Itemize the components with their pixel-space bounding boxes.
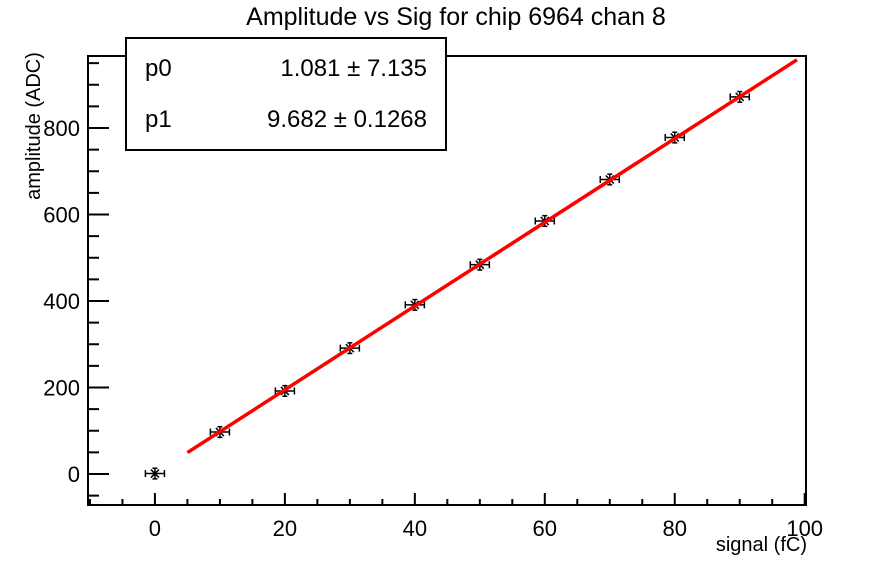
x-tick-label: 100 xyxy=(786,516,823,541)
fit-stats-box: p0 1.081 ± 7.135 p1 9.682 ± 0.1268 xyxy=(125,37,447,151)
data-point xyxy=(144,467,166,480)
x-axis-title: signal (fC) xyxy=(716,534,807,556)
y-tick-label: 0 xyxy=(68,462,80,487)
chart-title: Amplitude vs Sig for chip 6964 chan 8 xyxy=(246,3,666,31)
fit-line xyxy=(186,58,798,455)
x-tick-label: 40 xyxy=(403,516,427,541)
x-tick-label: 80 xyxy=(663,516,687,541)
y-tick-label: 600 xyxy=(43,203,80,228)
data-point-line xyxy=(150,469,160,479)
param-p0-name: p0 xyxy=(145,54,172,82)
stats-row-p0: p0 1.081 ± 7.135 xyxy=(145,55,427,83)
y-axis-title: amplitude (ADC) xyxy=(23,52,45,200)
param-p0-value: 1.081 ± 7.135 xyxy=(280,54,427,82)
param-p1-value: 9.682 ± 0.1268 xyxy=(267,105,427,133)
param-p1-name: p1 xyxy=(145,105,172,133)
x-tick-label: 60 xyxy=(533,516,557,541)
y-tick-label: 800 xyxy=(43,116,80,141)
x-tick-label: 20 xyxy=(273,516,297,541)
y-tick-label: 200 xyxy=(43,375,80,400)
y-tick-label: 400 xyxy=(43,289,80,314)
x-tick-label: 0 xyxy=(149,516,161,541)
stats-row-p1: p1 9.682 ± 0.1268 xyxy=(145,106,427,134)
